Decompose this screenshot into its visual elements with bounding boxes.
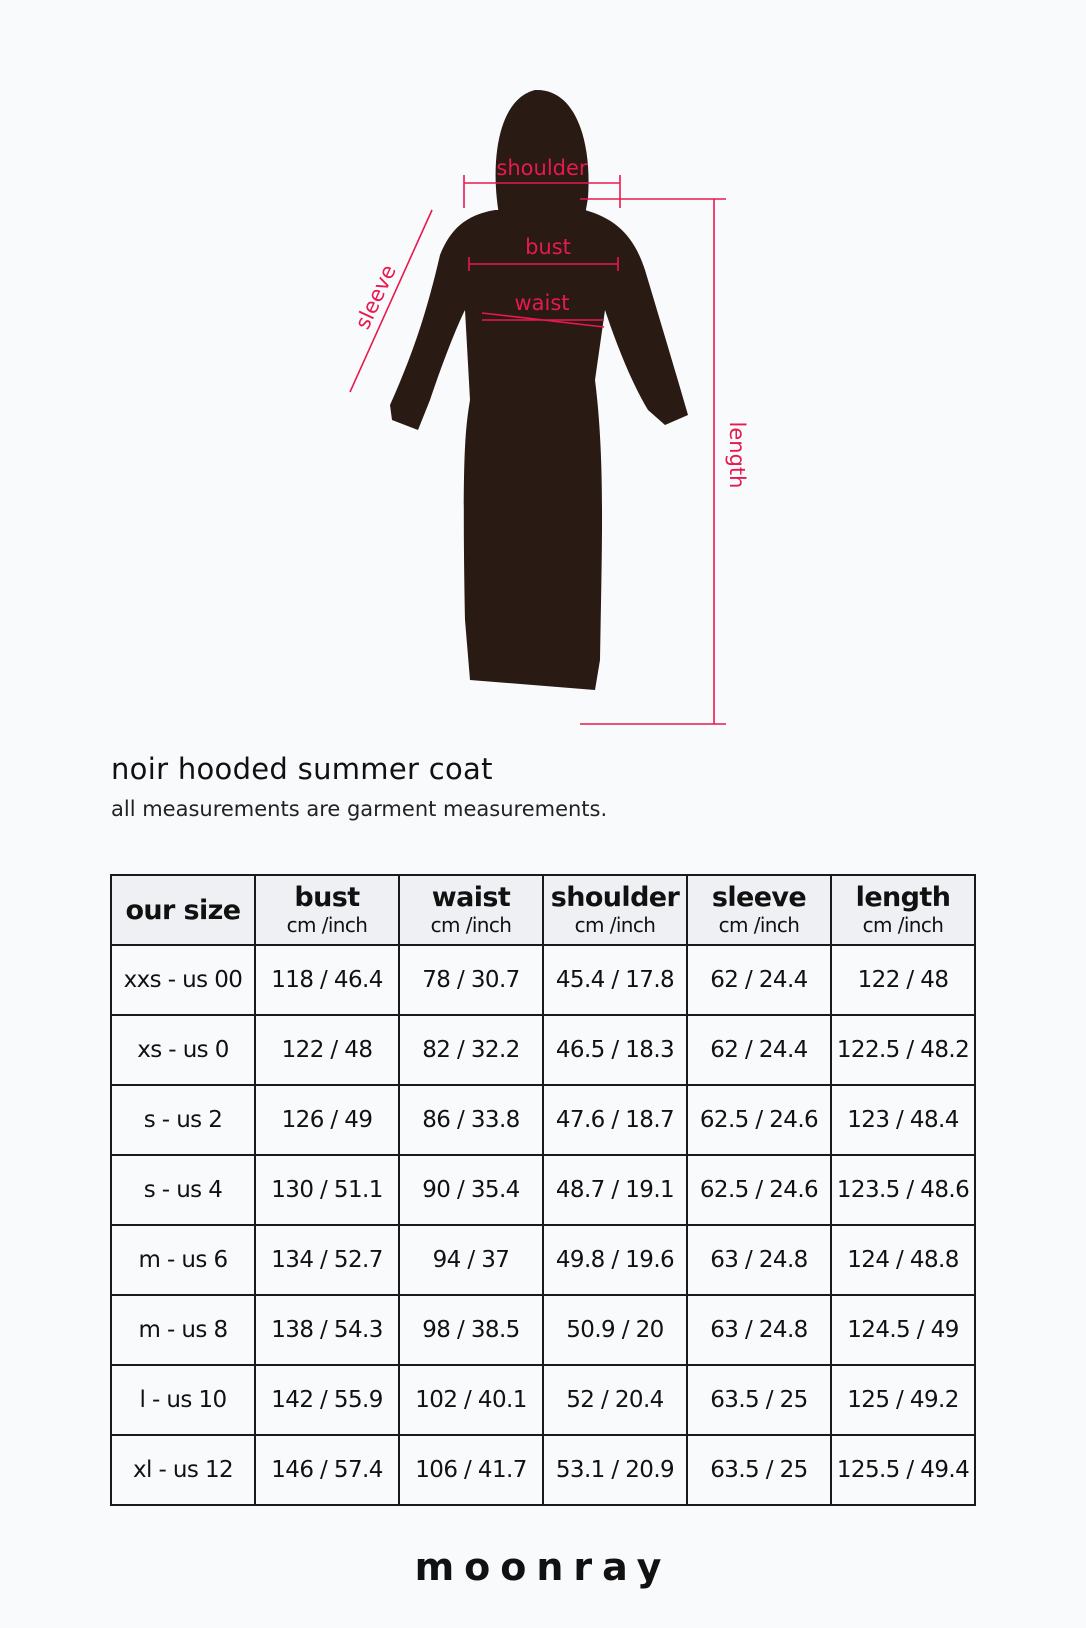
size-cell: s - us 4 [110, 1154, 256, 1226]
measurement-cell: 94 / 37 [398, 1224, 544, 1296]
measurement-cell: 78 / 30.7 [398, 944, 544, 1016]
measurement-note: all measurements are garment measurement… [111, 797, 608, 821]
measurement-cell: 98 / 38.5 [398, 1294, 544, 1366]
measurement-cell: 63 / 24.8 [686, 1294, 832, 1366]
table-row: l - us 10 142 / 55.9 102 / 40.1 52 / 20.4 63… [110, 1364, 976, 1436]
table-row: m - us 6 134 / 52.7 94 / 37 49.8 / 19.6 63 /… [110, 1224, 976, 1296]
measurement-cell: 122.5 / 48.2 [830, 1014, 976, 1086]
table-row: s - us 4 130 / 51.1 90 / 35.4 48.7 / 19.1 62… [110, 1154, 976, 1226]
size-cell: l - us 10 [110, 1364, 256, 1436]
size-cell: m - us 6 [110, 1224, 256, 1296]
measurement-cell: 53.1 / 20.9 [542, 1434, 688, 1506]
table-row: xxs - us 00 118 / 46.4 78 / 30.7 45.4 / 17.… [110, 944, 976, 1016]
size-cell: xl - us 12 [110, 1434, 256, 1506]
waist-label: waist [514, 291, 569, 315]
brand-logo: moonray [414, 1545, 672, 1589]
measurement-cell: 62 / 24.4 [686, 944, 832, 1016]
measurement-cell: 63.5 / 25 [686, 1434, 832, 1506]
coat-measurement-diagram: shoulder bust waist sleeve length [349, 89, 749, 725]
measurement-cell: 102 / 40.1 [398, 1364, 544, 1436]
measurement-cell: 125.5 / 49.4 [830, 1434, 976, 1506]
measurement-cell: 46.5 / 18.3 [542, 1014, 688, 1086]
measurement-cell: 130 / 51.1 [254, 1154, 400, 1226]
measurement-lines [349, 175, 726, 725]
column-name: bust [294, 882, 360, 913]
measurement-cell: 134 / 52.7 [254, 1224, 400, 1296]
measurement-cell: 106 / 41.7 [398, 1434, 544, 1506]
measurement-cell: 63 / 24.8 [686, 1224, 832, 1296]
size-cell: m - us 8 [110, 1294, 256, 1366]
coat-illustration [390, 89, 688, 690]
shoulder-label: shoulder [496, 156, 587, 180]
size-cell: xxs - us 00 [110, 944, 256, 1016]
measurement-cell: 62.5 / 24.6 [686, 1084, 832, 1156]
header-our-size: our size [110, 874, 256, 946]
size-cell: s - us 2 [110, 1084, 256, 1156]
measurement-cell: 122 / 48 [830, 944, 976, 1016]
measurement-cell: 125 / 49.2 [830, 1364, 976, 1436]
measurement-cell: 45.4 / 17.8 [542, 944, 688, 1016]
measurement-cell: 124.5 / 49 [830, 1294, 976, 1366]
measurement-cell: 146 / 57.4 [254, 1434, 400, 1506]
measurement-cell: 50.9 / 20 [542, 1294, 688, 1366]
measurement-cell: 118 / 46.4 [254, 944, 400, 1016]
measurement-cell: 123 / 48.4 [830, 1084, 976, 1156]
table-row: s - us 2 126 / 49 86 / 33.8 47.6 / 18.7 62.5… [110, 1084, 976, 1156]
measurement-cell: 142 / 55.9 [254, 1364, 400, 1436]
size-cell: xs - us 0 [110, 1014, 256, 1086]
table-row: xl - us 12 146 / 57.4 106 / 41.7 53.1 / 20.… [110, 1434, 976, 1506]
measurement-cell: 63.5 / 25 [686, 1364, 832, 1436]
column-name: shoulder [550, 882, 680, 913]
column-unit: cm /inch [574, 913, 656, 937]
column-unit: cm /inch [718, 913, 800, 937]
length-label: length [725, 422, 749, 489]
measurement-cell: 122 / 48 [254, 1014, 400, 1086]
measurement-cell: 138 / 54.3 [254, 1294, 400, 1366]
measurement-cell: 48.7 / 19.1 [542, 1154, 688, 1226]
column-name: length [855, 882, 951, 913]
column-unit: cm /inch [286, 913, 368, 937]
column-unit: cm /inch [430, 913, 512, 937]
header-bust: bust cm /inch [254, 874, 400, 946]
measurement-cell: 62.5 / 24.6 [686, 1154, 832, 1226]
measurement-cell: 126 / 49 [254, 1084, 400, 1156]
measurement-cell: 52 / 20.4 [542, 1364, 688, 1436]
table-row: m - us 8 138 / 54.3 98 / 38.5 50.9 / 20 63 /… [110, 1294, 976, 1366]
measurement-cell: 124 / 48.8 [830, 1224, 976, 1296]
column-name: waist [431, 882, 511, 913]
size-chart-table: our size bust cm /inch waist cm /inch shoulde… [110, 874, 976, 1506]
measurement-cell: 47.6 / 18.7 [542, 1084, 688, 1156]
bust-label: bust [525, 235, 571, 259]
measurement-cell: 90 / 35.4 [398, 1154, 544, 1226]
column-unit: cm /inch [862, 913, 944, 937]
column-name: sleeve [711, 882, 807, 913]
product-title: noir hooded summer coat [111, 752, 493, 786]
measurement-cell: 82 / 32.2 [398, 1014, 544, 1086]
header-sleeve: sleeve cm /inch [686, 874, 832, 946]
measurement-cell: 62 / 24.4 [686, 1014, 832, 1086]
header-shoulder: shoulder cm /inch [542, 874, 688, 946]
header-waist: waist cm /inch [398, 874, 544, 946]
measurement-cell: 123.5 / 48.6 [830, 1154, 976, 1226]
header-length: length cm /inch [830, 874, 976, 946]
measurement-cell: 86 / 33.8 [398, 1084, 544, 1156]
table-row: xs - us 0 122 / 48 82 / 32.2 46.5 / 18.3 62 … [110, 1014, 976, 1086]
measurement-cell: 49.8 / 19.6 [542, 1224, 688, 1296]
